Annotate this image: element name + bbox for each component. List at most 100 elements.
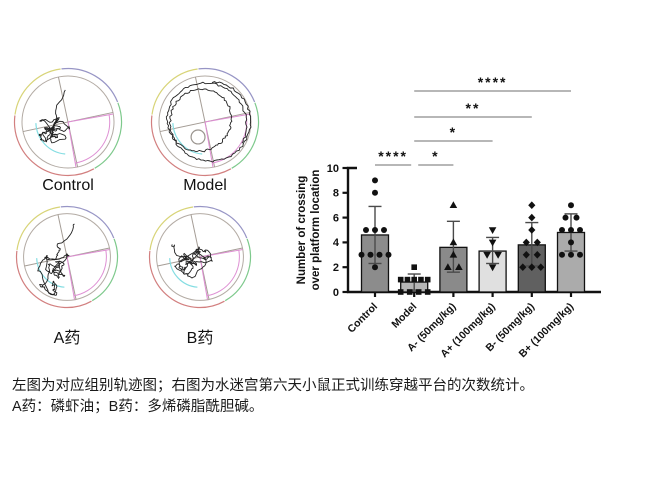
y-tick-label: 10 [327,163,339,175]
data-point [358,251,365,258]
maze-target-quadrant-line [67,113,114,123]
track-label-drug-b: B药 [186,330,214,347]
maze-target-quadrant-arc [75,114,111,164]
maze-inner-circle [156,213,244,301]
maze-outer-arc [231,102,260,169]
data-point [372,177,378,184]
maze-outer-arc [150,115,232,177]
data-point [528,226,536,234]
data-point [411,264,417,270]
data-point [372,227,378,233]
data-point [568,227,574,233]
maze-target-quadrant-line [199,248,243,258]
data-point [568,202,574,209]
maze-target-quadrant-line [66,248,110,258]
data-point [415,289,422,295]
maze-outer-arc [16,206,61,251]
maze-target-quadrant-line [199,256,209,300]
data-point [406,289,413,295]
data-point [559,251,565,258]
maze-outer-arc [15,250,92,309]
data-point [397,276,404,283]
data-point [568,239,574,246]
sig-label: **** [378,148,408,164]
maze-counter-arc [169,258,198,288]
caption-line-2: A药：磷虾油；B药：多烯磷脂酰胆碱。 [12,399,264,415]
maze-outer-arc [94,102,123,169]
caption-line-1: 左图为对应组别轨迹图；右图为水迷宫第六天小鼠正式训练穿越平台的次数统计。 [12,378,534,394]
data-point [577,227,583,233]
maze-counter-arc [35,123,66,155]
data-point [449,201,458,208]
trajectory-path [165,81,252,163]
trajectory-plot-drug-a [15,205,119,309]
maze-outer-arc [193,205,248,239]
maze-target-quadrant-line [204,113,251,123]
data-point [488,227,497,234]
x-category-label: Model [389,301,419,331]
data-point [562,214,569,221]
sig-label: * [450,124,457,140]
y-tick-label: 6 [333,212,339,224]
data-point [449,250,458,258]
trajectory-path [171,244,213,279]
data-point [404,276,411,283]
track-label-drug-a: A药 [53,330,81,347]
data-point [488,239,497,247]
sig-label: **** [478,74,508,90]
maze-outer-arc [148,250,225,309]
trajectory-plot-control [13,67,123,177]
maze-inner-circle [23,213,111,301]
track-label-model: Model [183,177,227,194]
maze-counter-arc [172,123,203,155]
maze-outer-arc [60,205,115,239]
data-point [367,251,374,258]
data-point [573,214,580,221]
data-point [559,227,565,233]
maze-outer-arc [151,68,198,115]
data-point [568,251,574,258]
y-axis-title: over platform location [310,170,322,291]
y-tick-label: 0 [333,287,339,299]
data-point [411,276,417,283]
data-point [528,213,536,222]
data-point [385,251,392,258]
maze-target-quadrant-arc [212,114,248,164]
maze-target-quadrant-line [66,256,76,300]
data-point [483,252,491,259]
maze-target-quadrant-arc [206,250,240,297]
y-tick-label: 4 [333,237,340,249]
data-point [449,238,458,246]
maze-target-quadrant-line [204,121,214,168]
y-tick-label: 2 [333,262,339,274]
data-point [376,251,383,258]
trajectory-path [38,89,71,144]
maze-platform-circle [190,129,206,145]
maze-target-quadrant-line [67,121,77,168]
maze-outer-arc [198,67,256,103]
data-point [528,201,536,209]
data-point [381,227,387,233]
maze-outer-arc [224,238,252,302]
data-point [397,289,404,295]
data-point [488,264,497,272]
sig-label: ** [466,100,481,116]
maze-counter-arc [36,258,65,288]
data-point [577,251,583,258]
maze-target-quadrant-arc [73,250,107,297]
data-point [372,264,378,271]
sig-label: * [432,148,439,164]
data-point [424,276,431,283]
maze-outer-arc [149,206,194,251]
data-point [363,227,369,233]
maze-inner-circle [21,75,115,169]
y-tick-label: 8 [333,188,339,200]
data-point [424,289,431,295]
maze-outer-arc [91,238,119,302]
data-point [418,276,424,283]
figure-caption: 左图为对应组别轨迹图；右图为水迷宫第六天小鼠正式训练穿越平台的次数统计。 A药：… [12,376,534,418]
data-point [372,189,378,196]
x-category-label: Control [345,301,380,336]
trajectory-plot-model [150,67,260,177]
data-point [444,263,452,270]
